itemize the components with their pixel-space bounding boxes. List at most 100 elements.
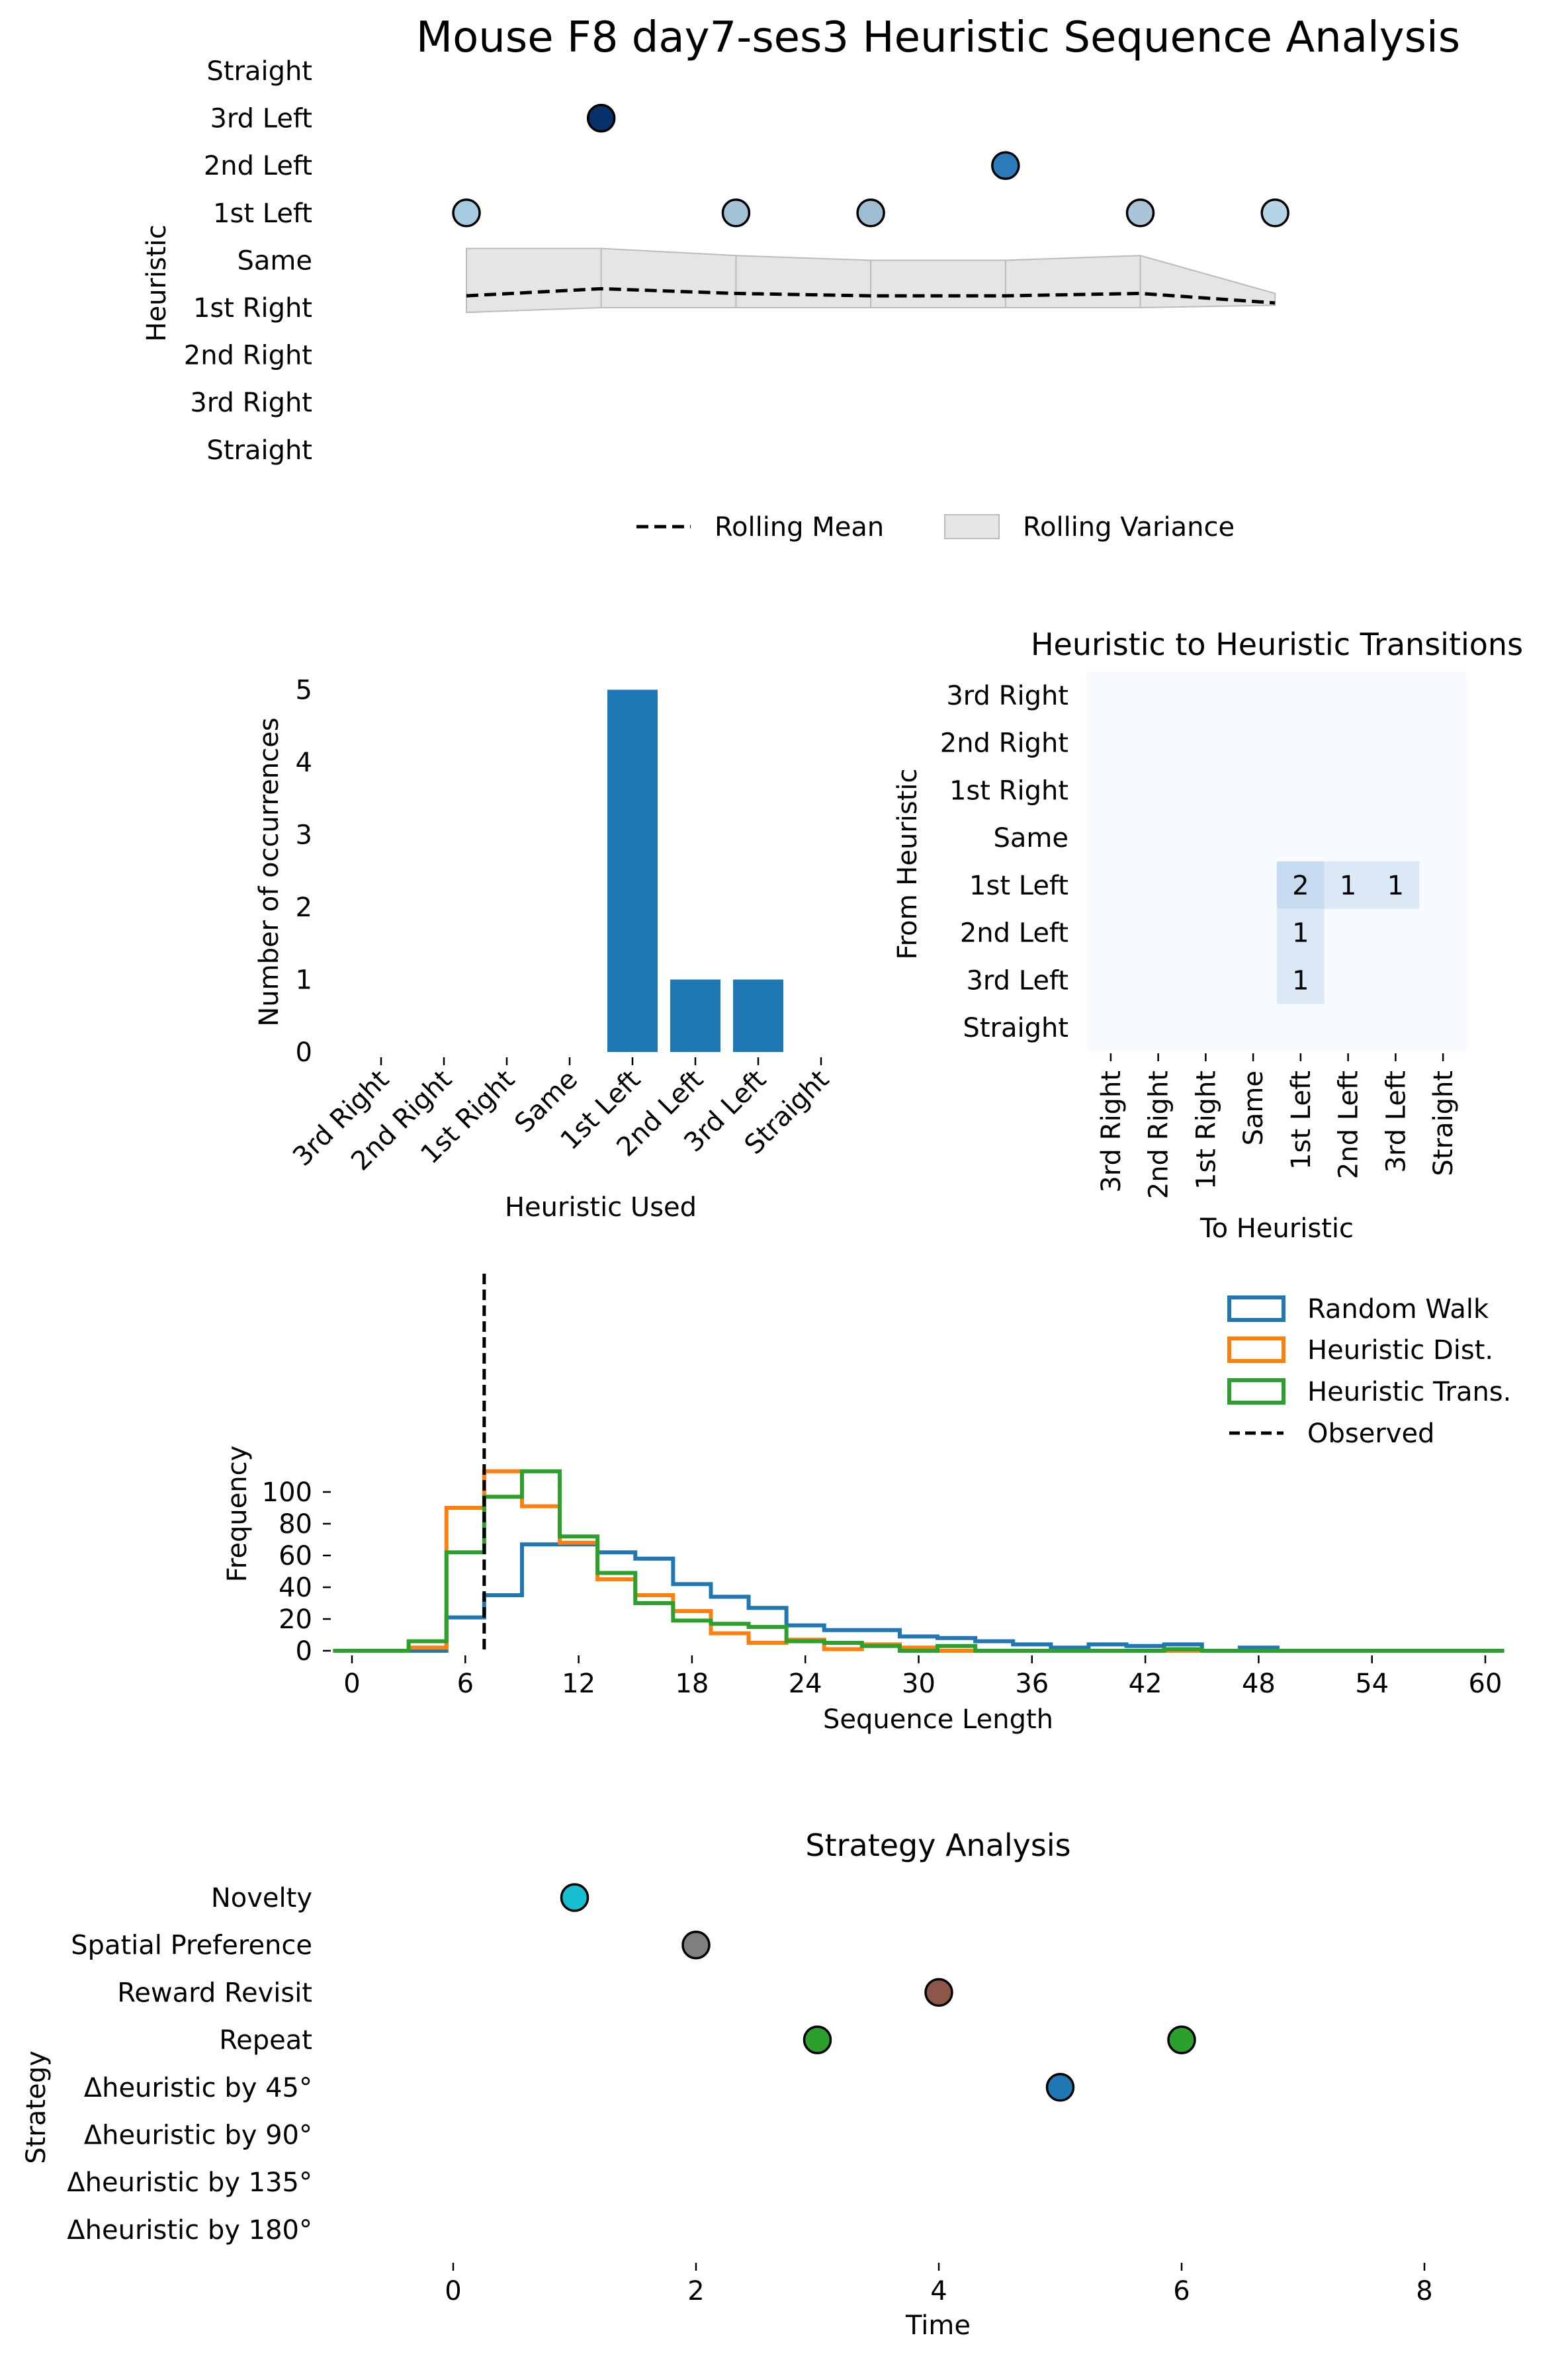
strategy-y-tick-heuristic-by-180: Δheuristic by 180° [67, 2215, 312, 2246]
sequence-legend: Rolling Mean Rolling Variance [636, 512, 1235, 543]
strategy-x-tick-0: 0 [445, 2276, 461, 2306]
sequence-point-2 [721, 198, 751, 228]
sequence-y-tick-3rd-right: 3rd Right [190, 388, 312, 418]
strategy-x-tick-4: 4 [930, 2276, 947, 2306]
sequence-point-0 [452, 198, 481, 228]
histogram-series-random-walk [333, 1542, 1504, 1653]
strategy-x-tick-6: 6 [1173, 2276, 1190, 2306]
counts-y-tick-2: 2 [296, 893, 312, 923]
strategy-point-4 [1045, 2073, 1075, 2102]
rolling-variance-band [466, 247, 1276, 314]
histogram-y-tick-40: 40 [279, 1573, 312, 1603]
strategy-x-ticks: 0 2 4 6 8 [445, 2263, 1433, 2306]
sequence-point-3 [856, 198, 885, 228]
histogram-x-tick-54: 54 [1355, 1669, 1389, 1699]
bar-2nd-left [670, 979, 720, 1052]
heatmap-col-labels: 3rd Right 2nd Right 1st Right Same 1st Left 2… [1096, 1053, 1459, 1199]
strategy-y-tick-spatial-preference: Spatial Preference [71, 1931, 312, 1961]
bar-1st-left [607, 689, 658, 1052]
heatmap-col-1st-left: 1st Left [1286, 1071, 1317, 1170]
heatmap-cell-value-1: 1 [1340, 871, 1356, 901]
strategy-x-tick-2: 2 [687, 2276, 704, 2306]
heatmap-row-2nd-left: 2nd Left [960, 918, 1068, 949]
transitions-x-axis-label: To Heuristic [1199, 1213, 1354, 1244]
sequence-y-axis-label: Heuristic [142, 224, 172, 341]
strategy-y-tick-novelty: Novelty [211, 1883, 312, 1913]
heatmap-col-3rd-left: 3rd Left [1381, 1071, 1411, 1173]
heatmap-row-straight: Straight [963, 1013, 1068, 1043]
heatmap-cells: 2 1 1 1 1 [1277, 861, 1420, 1004]
sequence-point-5 [1125, 198, 1155, 228]
heatmap-row-1st-right: 1st Right [949, 775, 1068, 806]
sequence-y-tick-straight: Straight [206, 435, 312, 466]
sequence-y-tick-same: Same [238, 245, 312, 276]
heatmap-cell-value-2: 1 [1387, 871, 1404, 901]
sequence-y-tick-2nd-left: 2nd Left [204, 151, 312, 181]
strategy-point-3 [924, 1978, 953, 2007]
strategy-points [560, 1883, 1196, 2102]
sequence-y-tick-1st-left: 1st Left [213, 198, 312, 229]
histogram-x-tick-18: 18 [675, 1669, 709, 1699]
legend-label-heuristic-dist: Heuristic Dist. [1307, 1335, 1493, 1366]
bar-3rd-left [733, 979, 783, 1052]
histogram-y-tick-60: 60 [279, 1541, 312, 1571]
heatmap-cell-value-0: 2 [1292, 871, 1309, 901]
histogram-x-tick-24: 24 [789, 1669, 822, 1699]
heatmap-col-1st-right: 1st Right [1191, 1071, 1221, 1190]
heatmap-cell-1 [1324, 861, 1372, 909]
counts-y-tick-3: 3 [296, 820, 312, 851]
strategy-panel: Strategy Analysis Strategy Time Novelty S… [21, 1827, 1433, 2341]
transitions-title: Heuristic to Heuristic Transitions [1031, 627, 1523, 662]
heatmap-row-3rd-right: 3rd Right [946, 681, 1068, 711]
heatmap-row-labels: 3rd Right 2nd Right 1st Right Same 1st Left 2… [940, 681, 1068, 1043]
histogram-x-tick-30: 30 [902, 1669, 936, 1699]
histogram-x-tick-36: 36 [1015, 1669, 1049, 1699]
heatmap-col-straight: Straight [1428, 1071, 1459, 1176]
counts-panel: Number of occurrences Heuristic Used 0 1 2… [254, 676, 835, 1223]
sequence-y-tick-2nd-right: 2nd Right [184, 341, 312, 371]
histogram-x-tick-60: 60 [1469, 1669, 1503, 1699]
histogram-y-axis-label: Frequency [222, 1446, 253, 1583]
counts-y-tick-1: 1 [296, 965, 312, 996]
histogram-y-tick-80: 80 [279, 1509, 312, 1540]
sequence-y-ticks: Straight 3rd Left 2nd Left 1st Left Same 1st … [184, 56, 312, 466]
sequence-y-tick-3rd-left: 3rd Left [210, 104, 312, 134]
heatmap-row-same: Same [994, 823, 1068, 854]
legend-swatch-random-walk [1227, 1295, 1285, 1322]
counts-y-tick-0: 0 [296, 1037, 312, 1068]
legend-label-observed: Observed [1307, 1419, 1434, 1449]
histogram-x-tick-48: 48 [1242, 1669, 1276, 1699]
heatmap-cell-value-4: 1 [1292, 965, 1309, 996]
strategy-y-axis-label: Strategy [21, 2050, 52, 2164]
heatmap-col-2nd-right: 2nd Right [1144, 1071, 1174, 1199]
legend-label-random-walk: Random Walk [1307, 1294, 1489, 1325]
histogram-steps [333, 1274, 1504, 1653]
sequence-point-6 [1260, 198, 1289, 228]
heatmap-cell-2 [1372, 861, 1420, 909]
strategy-y-tick-heuristic-by-45: Δheuristic by 45° [84, 2073, 312, 2103]
heatmap-cell-value-3: 1 [1292, 918, 1309, 949]
transitions-panel: Heuristic to Heuristic Transitions From … [893, 627, 1523, 1244]
counts-y-tick-5: 5 [296, 676, 312, 706]
histogram-legend: Random Walk Heuristic Dist. Heuristic Tran… [1227, 1294, 1511, 1449]
histogram-series-heuristic-trans [333, 1469, 1504, 1653]
counts-bars [607, 689, 783, 1052]
strategy-x-tick-8: 8 [1416, 2276, 1432, 2306]
heatmap-cell-0 [1277, 861, 1325, 909]
strategy-title: Strategy Analysis [805, 1827, 1070, 1863]
figure-title: Mouse F8 day7-ses3 Heuristic Sequence An… [416, 13, 1460, 62]
strategy-y-tick-repeat: Repeat [219, 2025, 312, 2056]
legend-label-heuristic-trans: Heuristic Trans. [1307, 1377, 1511, 1407]
counts-y-tick-4: 4 [296, 748, 312, 778]
counts-y-ticks: 0 1 2 3 4 5 [296, 676, 312, 1069]
rolling-mean-path [466, 286, 1276, 305]
rolling-mean-line [466, 286, 1276, 305]
heatmap-row-1st-left: 1st Left [969, 871, 1068, 901]
sequence-point-1 [586, 103, 616, 133]
heatmap-cell-3 [1277, 908, 1325, 957]
histogram-y-tick-0: 0 [296, 1636, 312, 1667]
heatmap-col-3rd-right: 3rd Right [1096, 1071, 1127, 1193]
